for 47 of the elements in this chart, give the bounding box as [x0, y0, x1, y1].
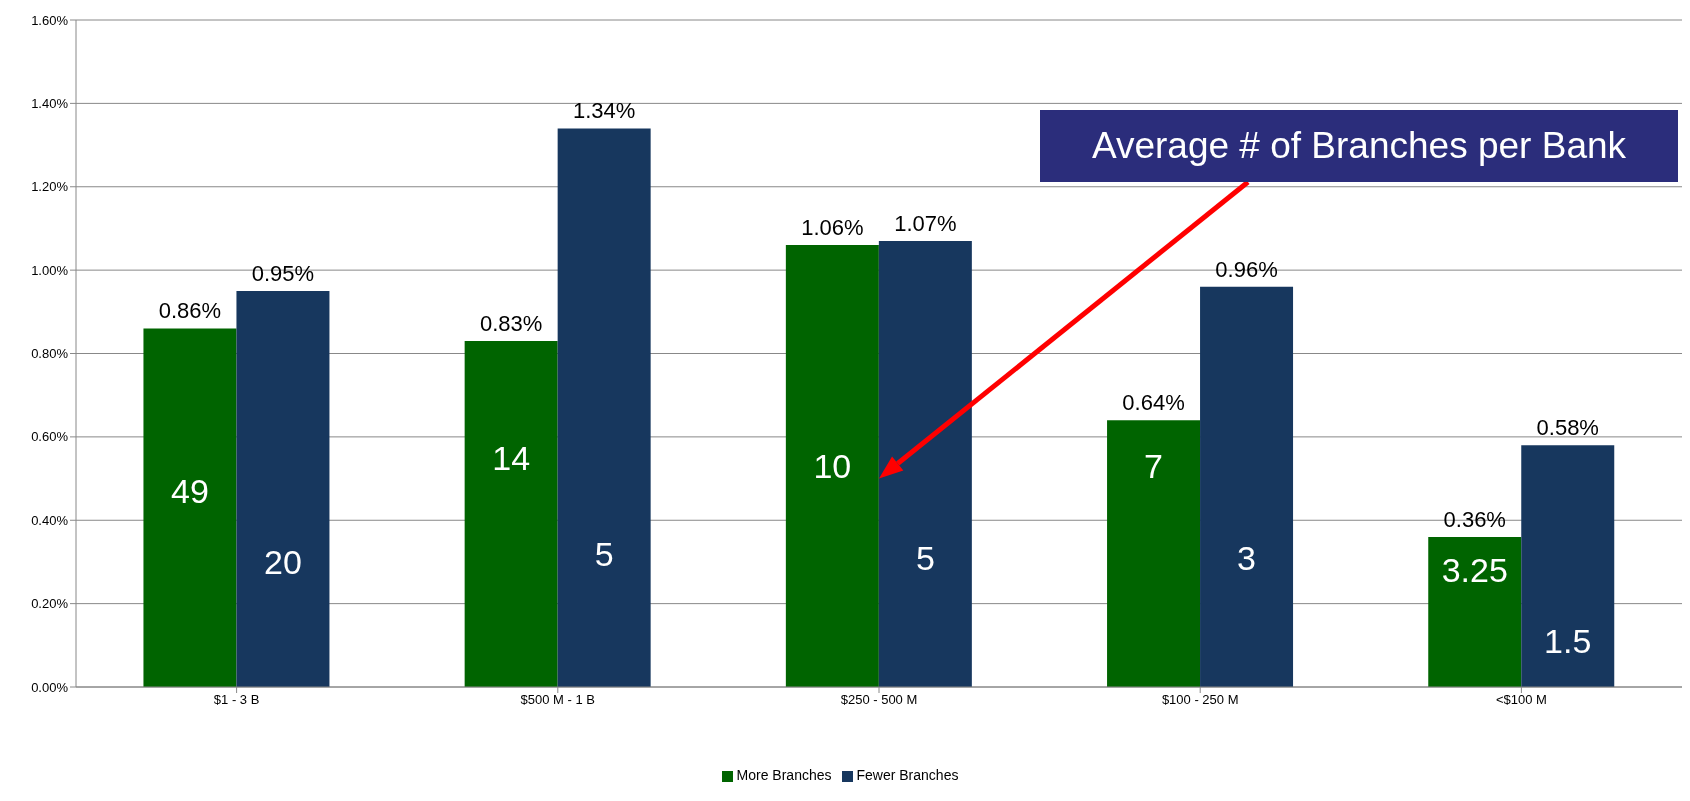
bar — [143, 328, 237, 687]
y-tick-label: 0.60% — [31, 429, 69, 445]
x-tick-label: $1 - 3 B — [213, 692, 260, 708]
legend-label: Fewer Branches — [856, 767, 959, 783]
annotation: 10 — [813, 447, 852, 486]
annotation: 14 — [492, 438, 531, 477]
bar — [1200, 286, 1294, 687]
bar — [1428, 536, 1522, 687]
annotation: Average # of Branches per Bank — [1040, 110, 1678, 182]
bar — [1521, 445, 1615, 687]
bar — [464, 340, 558, 687]
data-label: 0.86% — [158, 298, 222, 324]
annotation: 3.25 — [1441, 551, 1508, 590]
x-tick-label: $500 M - 1 B — [520, 692, 596, 708]
y-tick-label: 0.00% — [31, 679, 69, 695]
y-tick-label: 0.20% — [31, 596, 69, 612]
data-label: 0.95% — [251, 260, 315, 286]
annotation: 7 — [1144, 447, 1164, 486]
data-label: 0.64% — [1122, 390, 1185, 416]
annotation: 5 — [915, 538, 935, 577]
y-tick-label: 1.60% — [31, 12, 69, 28]
y-tick-label: 1.00% — [31, 262, 69, 278]
annotation: 3 — [1237, 538, 1257, 577]
data-label: 1.07% — [894, 210, 957, 236]
bar — [878, 240, 972, 687]
y-tick-label: 0.80% — [31, 346, 69, 362]
bar — [236, 290, 330, 687]
data-label: 0.36% — [1443, 506, 1506, 532]
data-label: 0.96% — [1215, 256, 1278, 282]
data-label: 0.83% — [479, 310, 543, 336]
annotation: 49 — [171, 472, 209, 511]
y-tick-label: 0.40% — [31, 512, 69, 528]
data-label: 1.06% — [801, 215, 864, 241]
y-tick-label: 1.20% — [31, 179, 69, 195]
annotation: 20 — [264, 542, 302, 581]
data-label: 0.58% — [1536, 415, 1599, 441]
legend-label: More Branches — [736, 767, 832, 783]
bar — [557, 128, 651, 687]
bar — [785, 245, 879, 687]
x-tick-label: $250 - 500 M — [840, 692, 918, 708]
y-tick-label: 1.40% — [31, 95, 69, 111]
annotation: 5 — [594, 534, 614, 573]
x-tick-label: $100 - 250 M — [1161, 692, 1239, 708]
bar — [1107, 420, 1201, 687]
x-tick-label: <$100 M — [1495, 692, 1547, 708]
annotation: 1.5 — [1544, 622, 1592, 661]
data-label: 1.34% — [572, 98, 636, 124]
